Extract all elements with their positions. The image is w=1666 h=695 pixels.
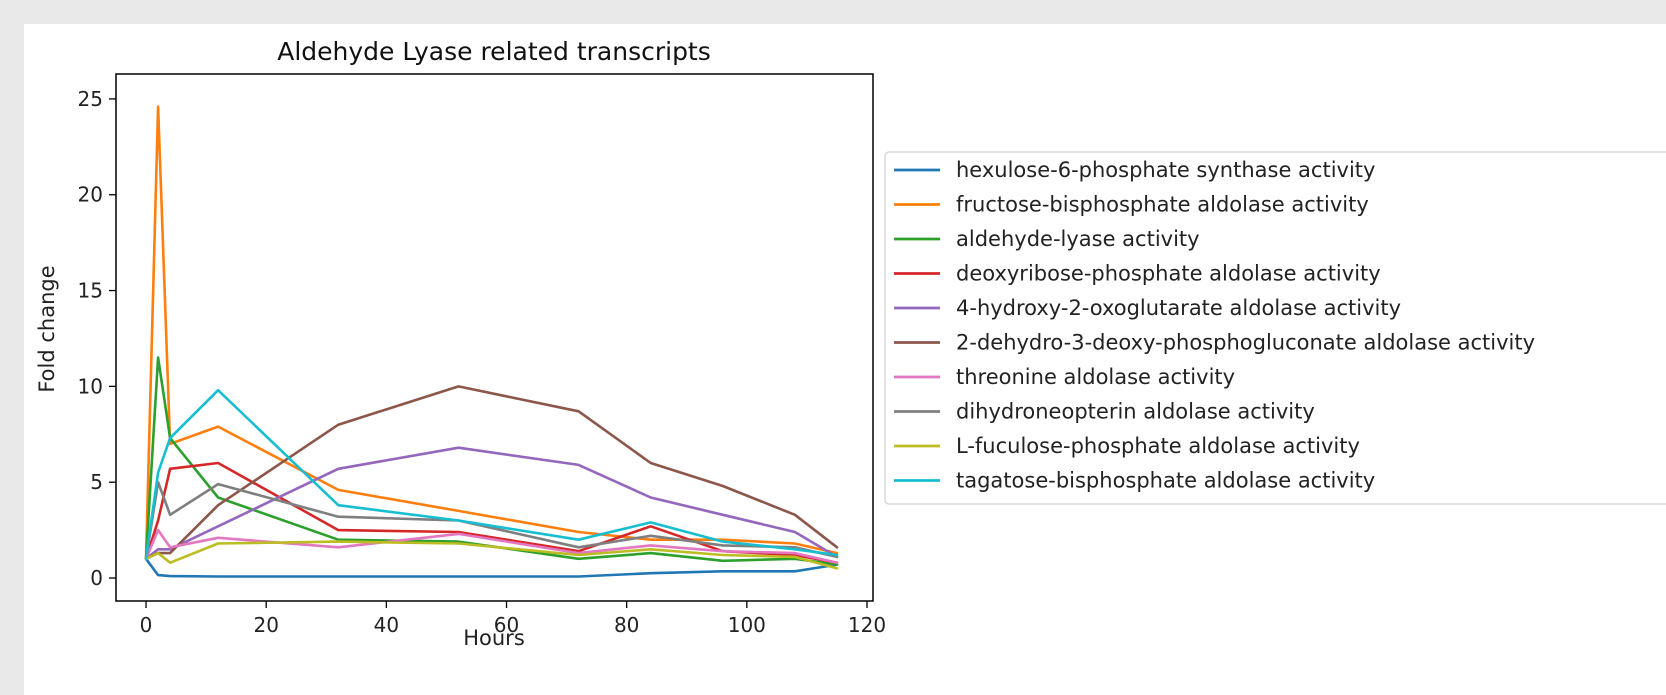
series-line-1 xyxy=(144,105,839,561)
x-tick-label: 100 xyxy=(728,613,766,637)
y-tick-label: 15 xyxy=(78,279,103,303)
y-tick-label: 10 xyxy=(78,374,103,398)
line-chart: Aldehyde Lyase related transcripts 0 20 40… xyxy=(35,37,1666,650)
y-tick-label: 25 xyxy=(78,87,103,111)
y-axis: 0 5 10 15 20 25 xyxy=(78,87,116,590)
y-tick-label: 0 xyxy=(90,566,103,590)
series-line-2 xyxy=(144,356,839,566)
legend-label-8: L-fuculose-phosphate aldolase activity xyxy=(956,434,1360,458)
chart-title: Aldehyde Lyase related transcripts xyxy=(277,37,711,66)
x-tick-label: 20 xyxy=(253,613,278,637)
x-axis: 0 20 40 60 80 100 120 xyxy=(140,601,886,637)
series-line-5 xyxy=(144,385,839,561)
x-axis-title: Hours xyxy=(463,626,525,650)
series-line-4 xyxy=(144,446,839,561)
legend-label-2: aldehyde-lyase activity xyxy=(956,227,1200,251)
y-tick-label: 5 xyxy=(90,470,103,494)
plot-lines xyxy=(144,105,839,578)
x-tick-label: 120 xyxy=(848,613,886,637)
x-tick-label: 60 xyxy=(494,613,519,637)
legend-label-0: hexulose-6-phosphate synthase activity xyxy=(956,158,1375,182)
series-line-0 xyxy=(144,557,839,578)
series-line-6 xyxy=(144,528,839,565)
legend-label-3: deoxyribose-phosphate aldolase activity xyxy=(956,262,1381,286)
legend-label-5: 2-dehydro-3-deoxy-phosphogluconate aldol… xyxy=(956,331,1535,355)
x-tick-label: 0 xyxy=(140,613,153,637)
legend-label-6: threonine aldolase activity xyxy=(956,365,1235,389)
legend-label-9: tagatose-bisphosphate aldolase activity xyxy=(956,469,1375,493)
legend-label-7: dihydroneopterin aldolase activity xyxy=(956,400,1315,424)
series-line-9 xyxy=(144,388,839,561)
series-line-8 xyxy=(144,540,839,570)
y-tick-label: 20 xyxy=(78,183,103,207)
x-tick-label: 40 xyxy=(374,613,399,637)
legend-label-4: 4-hydroxy-2-oxoglutarate aldolase activi… xyxy=(956,296,1401,320)
x-tick-label: 80 xyxy=(614,613,639,637)
legend-label-1: fructose-bisphosphate aldolase activity xyxy=(956,193,1369,217)
figure: Aldehyde Lyase related transcripts 0 20 40… xyxy=(24,24,1666,695)
legend-frame xyxy=(884,151,1666,505)
legend: hexulose-6-phosphate synthase activity fr… xyxy=(884,151,1666,505)
y-axis-title: Fold change xyxy=(35,265,59,392)
plot-frame xyxy=(115,73,874,602)
